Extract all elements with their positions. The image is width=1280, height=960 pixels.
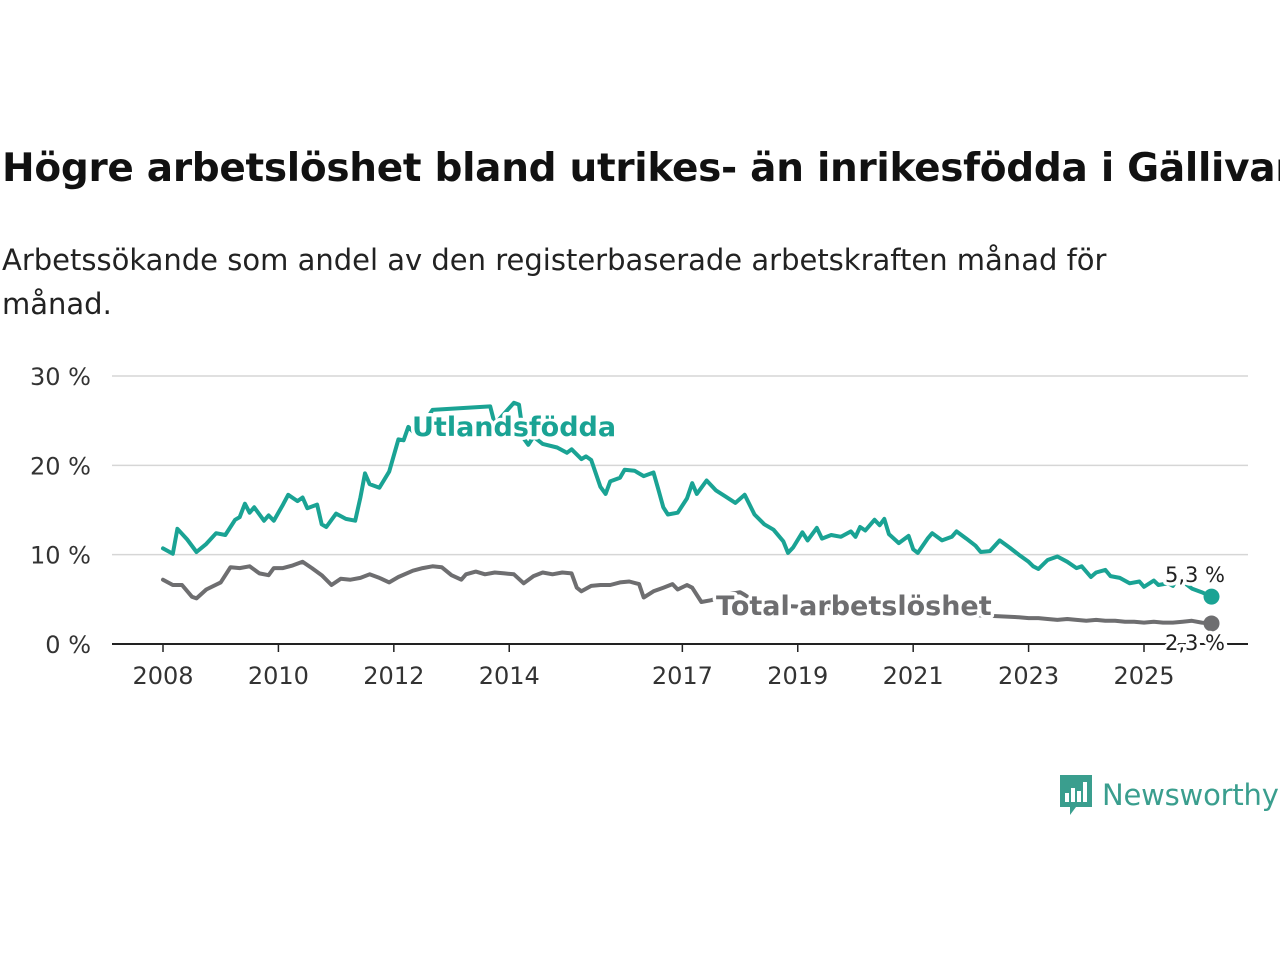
x-tick-label: 2021 xyxy=(883,662,944,690)
chart-subtitle: Arbetssökande som andel av den registerb… xyxy=(2,243,1107,321)
series-label-total: Total arbetslöshet xyxy=(716,591,992,622)
x-tick-label: 2025 xyxy=(1113,662,1174,690)
x-tick-label: 2012 xyxy=(363,662,424,690)
y-tick-label: 20 % xyxy=(30,452,91,480)
series-label-utlandsfodda-halo: Utlandsfödda xyxy=(412,412,616,443)
chart-title: Högre arbetslöshet bland utrikes- än inr… xyxy=(2,146,1280,191)
series-line-utlandsfodda xyxy=(161,400,1214,599)
x-tick-label: 2023 xyxy=(998,662,1059,690)
brand-name: Newsworthy xyxy=(1102,778,1279,812)
x-tick-label: 2008 xyxy=(132,662,193,690)
end-label-total: 2,3 % xyxy=(1165,631,1225,655)
series-lines xyxy=(161,400,1214,626)
end-point-utlandsfodda xyxy=(1203,588,1220,605)
end-label-total-halo: 2,3 % xyxy=(1165,631,1225,655)
newsworthy-brand: Newsworthy xyxy=(1058,772,1279,818)
series-line-total xyxy=(161,559,1214,626)
end-label-utlandsfodda-halo: 5,3 % xyxy=(1165,563,1225,587)
y-tick-label: 10 % xyxy=(30,542,91,570)
grid-lines xyxy=(112,375,1248,556)
x-tick-label: 2010 xyxy=(248,662,309,690)
series-label-total-halo: Total arbetslöshet xyxy=(716,591,992,622)
end-point-total xyxy=(1203,615,1220,632)
x-tick-label: 2017 xyxy=(652,662,713,690)
end-label-utlandsfodda: 5,3 % xyxy=(1165,563,1225,587)
y-tick-label: 0 % xyxy=(45,631,91,659)
x-tick-label: 2019 xyxy=(767,662,828,690)
x-tick-label: 2014 xyxy=(479,662,540,690)
series-label-utlandsfodda: Utlandsfödda xyxy=(412,412,616,443)
y-tick-label: 30 % xyxy=(30,363,91,391)
bar-chart-speech-bubble-icon xyxy=(1060,775,1092,815)
axes: 0 % 10 % 20 % 30 % 2008 2010 2012 2014 2017 2019 2… xyxy=(30,363,1248,690)
